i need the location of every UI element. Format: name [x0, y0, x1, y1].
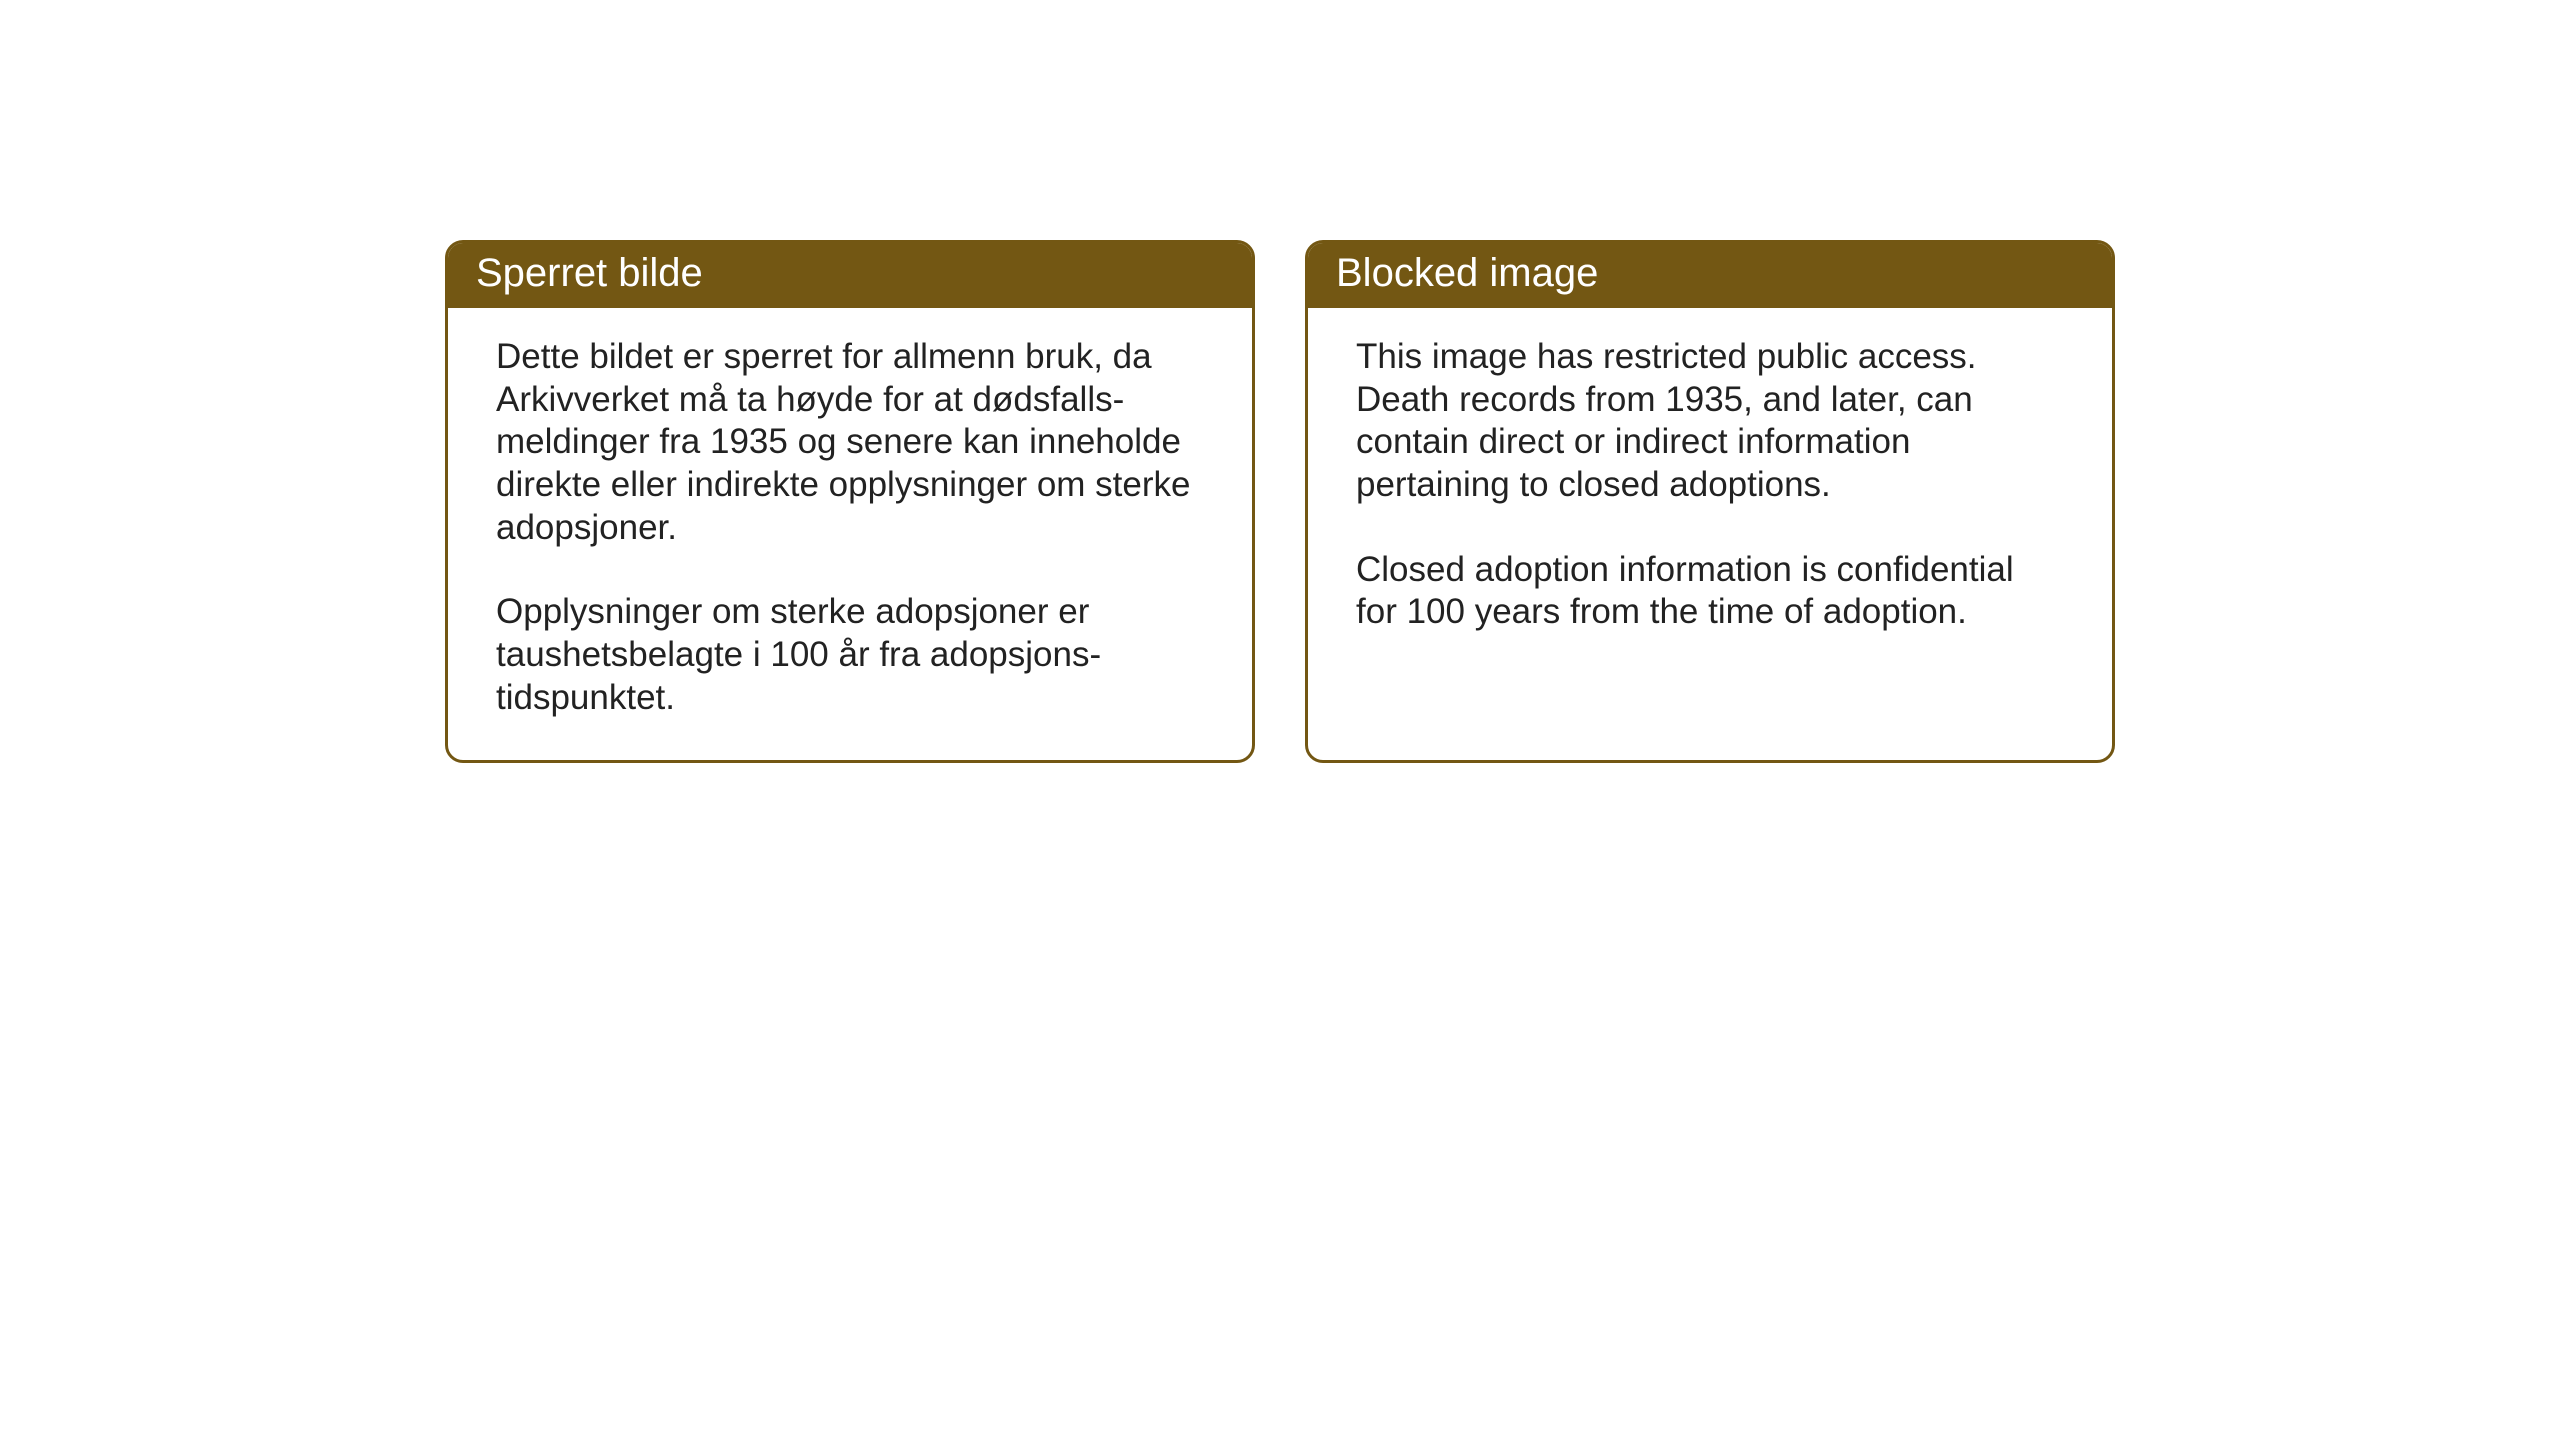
- english-paragraph-1: This image has restricted public access.…: [1356, 336, 2064, 507]
- norwegian-notice-card: Sperret bilde Dette bildet er sperret fo…: [445, 240, 1255, 763]
- english-notice-card: Blocked image This image has restricted …: [1305, 240, 2115, 763]
- card-title-english: Blocked image: [1336, 251, 1598, 295]
- card-body-norwegian: Dette bildet er sperret for allmenn bruk…: [448, 308, 1252, 760]
- card-header-english: Blocked image: [1308, 243, 2112, 308]
- norwegian-paragraph-1: Dette bildet er sperret for allmenn bruk…: [496, 336, 1204, 549]
- english-paragraph-2: Closed adoption information is confident…: [1356, 549, 2064, 634]
- card-body-english: This image has restricted public access.…: [1308, 308, 2112, 738]
- card-title-norwegian: Sperret bilde: [476, 251, 703, 295]
- cards-container: Sperret bilde Dette bildet er sperret fo…: [0, 0, 2560, 763]
- card-header-norwegian: Sperret bilde: [448, 243, 1252, 308]
- norwegian-paragraph-2: Opplysninger om sterke adopsjoner er tau…: [496, 591, 1204, 719]
